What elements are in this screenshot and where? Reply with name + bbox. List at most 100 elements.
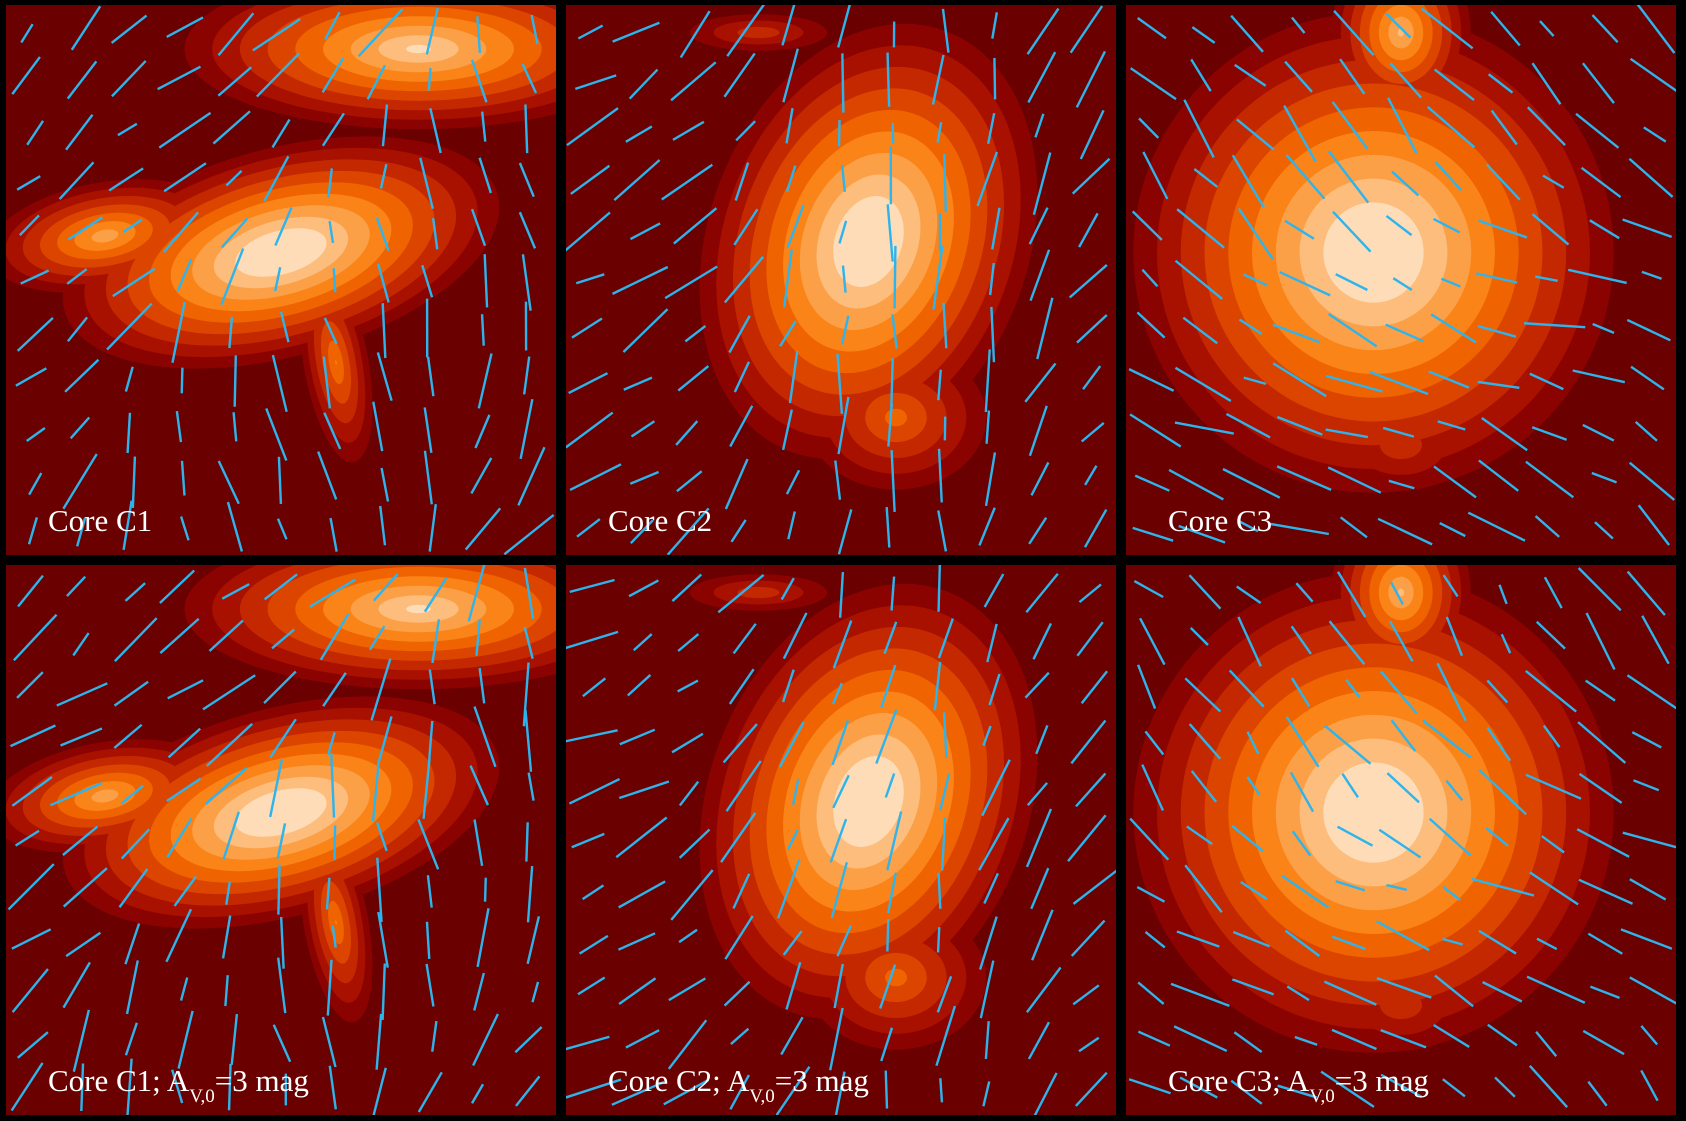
polarization-vector xyxy=(834,1071,846,1115)
polarization-vector xyxy=(1231,978,1275,996)
polarization-vector xyxy=(16,671,44,699)
polarization-vector xyxy=(427,720,434,767)
polarization-vector xyxy=(330,752,336,818)
polarization-vector xyxy=(982,725,992,746)
polarization-vector xyxy=(327,168,334,199)
polarization-vector xyxy=(1535,620,1566,650)
polarization-vector xyxy=(1433,68,1475,102)
polarization-vector xyxy=(628,68,659,100)
polarization-vector xyxy=(886,52,891,107)
polarization-vector xyxy=(886,204,894,262)
polarization-vector xyxy=(1283,105,1317,163)
contour xyxy=(737,586,780,599)
polarization-vector xyxy=(1191,26,1216,44)
polarization-vector xyxy=(1477,380,1520,389)
polarization-vector xyxy=(840,164,846,192)
polarization-vector xyxy=(530,14,539,45)
polarization-vector xyxy=(983,872,999,904)
polarization-vector xyxy=(677,633,700,652)
polarization-vector xyxy=(838,571,845,618)
polarization-vector xyxy=(69,416,91,440)
polarization-vector xyxy=(734,162,750,201)
polarization-vector xyxy=(1136,886,1166,903)
polarization-vector xyxy=(632,633,653,652)
polarization-vector xyxy=(220,217,249,249)
polarization-vector xyxy=(885,506,891,548)
polarization-vector xyxy=(1631,731,1662,749)
polarization-vector xyxy=(429,108,442,154)
polarization-vector xyxy=(670,869,714,921)
polarization-vector xyxy=(1578,772,1623,804)
polarization-vector xyxy=(323,317,338,345)
polarization-vector xyxy=(575,273,605,285)
polarization-vector xyxy=(15,367,47,387)
polarization-vector xyxy=(1070,719,1107,765)
polarization-vector xyxy=(1190,58,1212,92)
polarization-vector xyxy=(1142,151,1169,200)
polarization-vector xyxy=(1576,828,1630,858)
polarization-vector xyxy=(982,1081,991,1107)
label-part: =3 mag xyxy=(775,1063,869,1098)
panel-label: Core C2 xyxy=(608,503,712,538)
polarization-vector xyxy=(1434,974,1474,1008)
polarization-vector xyxy=(1176,208,1225,249)
polarization-vector xyxy=(233,355,237,407)
polarization-vector xyxy=(1581,62,1615,104)
polarization-vector xyxy=(886,811,903,871)
panel-label: Core C1; AV,0=3 mag xyxy=(48,1063,309,1107)
polarization-vector xyxy=(937,618,954,659)
polarization-vector xyxy=(1626,674,1676,710)
polarization-vector xyxy=(16,1031,49,1059)
polarization-vector xyxy=(1333,9,1375,56)
polarization-vector xyxy=(723,52,756,98)
polarization-vector xyxy=(1487,73,1514,94)
vectors xyxy=(11,5,555,555)
polarization-vector xyxy=(936,975,953,1013)
polarization-vector xyxy=(423,577,448,613)
polarization-vector xyxy=(1076,621,1104,657)
polarization-vector xyxy=(837,396,850,455)
polarization-vector xyxy=(1331,935,1366,951)
label-part: =3 mag xyxy=(215,1063,309,1098)
polarization-vector xyxy=(326,959,333,1016)
polarization-vector xyxy=(613,159,661,202)
polarization-vector xyxy=(113,617,158,663)
polarization-vector xyxy=(1075,50,1107,108)
polarization-vector xyxy=(473,819,484,866)
polarization-vector xyxy=(1376,976,1432,999)
polarization-vector xyxy=(834,460,842,500)
polarization-vector xyxy=(1385,214,1413,237)
polarization-vector xyxy=(222,811,240,860)
polarization-vector xyxy=(271,354,288,413)
polarization-vector xyxy=(1629,878,1667,901)
polarization-vector xyxy=(1525,669,1577,713)
polarization-vector xyxy=(1327,150,1370,204)
polarization-vector xyxy=(679,10,711,59)
polarization-vector xyxy=(1136,311,1166,339)
polarization-vector xyxy=(1380,1029,1427,1049)
polarization-vector xyxy=(1144,730,1165,756)
polarization-vector xyxy=(776,859,801,919)
polarization-vector xyxy=(1277,1084,1318,1099)
polarization-vector xyxy=(936,927,941,953)
polarization-vector xyxy=(480,314,485,346)
polarization-vector xyxy=(991,207,1001,250)
polarization-vector xyxy=(837,119,841,147)
polarization-vector xyxy=(569,463,622,492)
polarization-vector xyxy=(225,169,243,187)
polarization-vector xyxy=(1168,468,1224,501)
polarization-vector xyxy=(426,356,435,397)
polarization-vector xyxy=(1630,365,1665,391)
polarization-vector xyxy=(117,122,138,137)
polarization-vector xyxy=(670,61,717,102)
polarization-vector xyxy=(733,361,751,393)
polarization-vector xyxy=(1439,522,1466,538)
polarization-vector xyxy=(1222,467,1281,499)
panel-label: Core C3 xyxy=(1168,503,1272,538)
label-part: Core C2; A xyxy=(608,1063,750,1098)
polarization-vector xyxy=(1478,929,1517,955)
polarization-vector xyxy=(1072,869,1116,905)
polarization-vector xyxy=(325,877,331,910)
polarization-vector xyxy=(431,218,439,250)
polarization-vector xyxy=(1587,932,1623,955)
